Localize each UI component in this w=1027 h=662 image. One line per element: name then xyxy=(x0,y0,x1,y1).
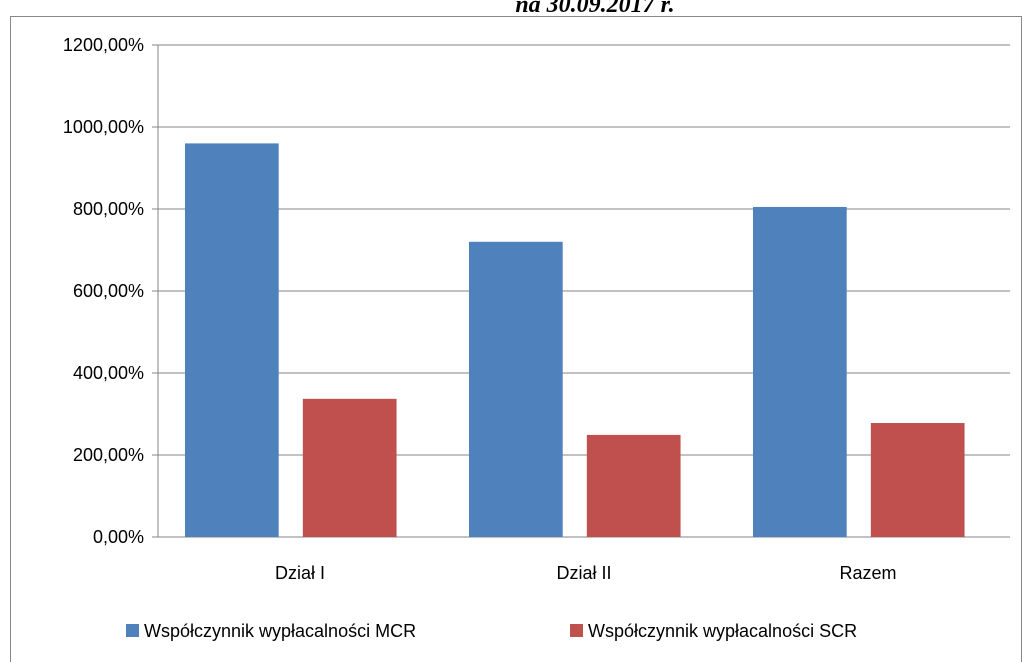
legend-label: Współczynnik wypłacalności SCR xyxy=(588,621,857,641)
legend-label: Współczynnik wypłacalności MCR xyxy=(144,621,416,641)
bar xyxy=(468,241,563,538)
bar xyxy=(184,143,279,537)
x-tick-label: Razem xyxy=(839,563,896,583)
chart-border xyxy=(10,16,1022,662)
bar xyxy=(752,206,847,537)
legend-swatch xyxy=(570,624,583,637)
x-tick-label: Dział II xyxy=(556,563,611,583)
y-tick-label: 1200,00% xyxy=(63,35,144,55)
y-tick-label: 200,00% xyxy=(73,445,144,465)
y-tick-label: 600,00% xyxy=(73,281,144,301)
y-tick-label: 800,00% xyxy=(73,199,144,219)
chart-title: na 30.09.2017 r. xyxy=(515,0,674,18)
y-tick-label: 1000,00% xyxy=(63,117,144,137)
bar xyxy=(870,423,965,537)
bar xyxy=(586,434,681,537)
x-tick-label: Dział I xyxy=(275,563,325,583)
legend-swatch xyxy=(126,624,139,637)
y-tick-label: 0,00% xyxy=(93,527,144,547)
bar xyxy=(302,398,397,537)
y-tick-label: 400,00% xyxy=(73,363,144,383)
